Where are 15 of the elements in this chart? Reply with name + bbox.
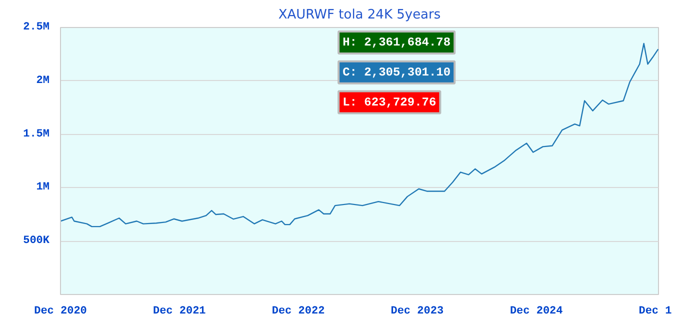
y-tick-label: 2.5M (23, 22, 50, 34)
y-tick-label: 2M (36, 74, 50, 87)
y-tick-label: 1M (36, 182, 50, 194)
x-tick-label: Dec 2022 (272, 306, 325, 318)
annotation: C: 2,305,301.10 (342, 65, 451, 80)
chart-title: XAURWF tola 24K 5years (278, 8, 441, 22)
x-tick-label: Dec 2024 (510, 306, 564, 318)
x-tick-label: Dec 2021 (152, 306, 206, 318)
x-tick-label: Dec 1 (638, 306, 672, 318)
x-tick-label: Dec 2020 (34, 306, 87, 318)
y-tick-label: 500K (23, 235, 50, 248)
y-tick-label: 1.5M (23, 128, 50, 140)
annotation: L: 623,729.76 (342, 95, 436, 110)
x-tick-label: Dec 2023 (390, 306, 444, 318)
annotation: H: 2,361,684.78 (342, 35, 451, 50)
